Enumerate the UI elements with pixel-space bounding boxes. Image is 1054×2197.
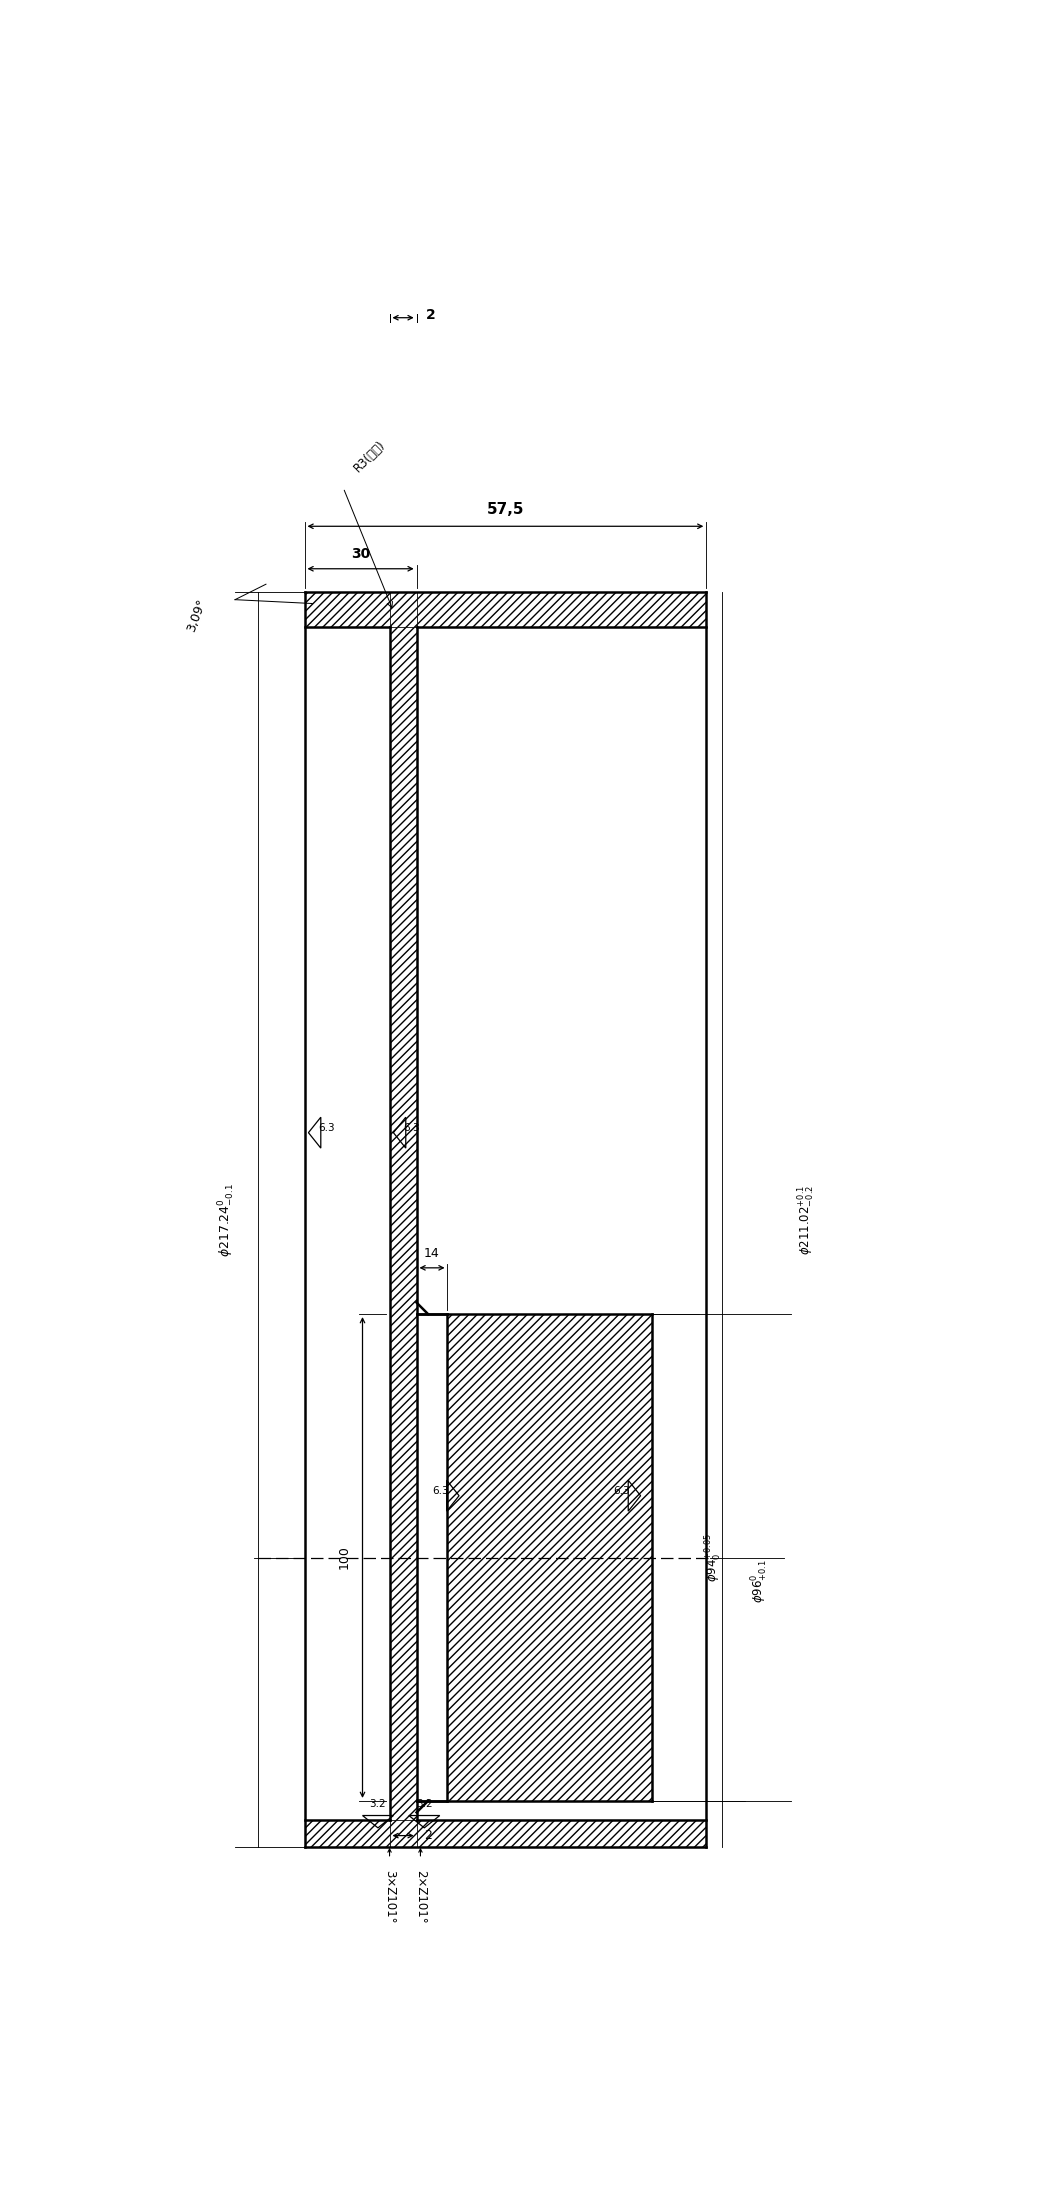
Bar — [448, 1314, 652, 1802]
Text: R3(典型): R3(典型) — [351, 439, 388, 475]
Text: 6.3: 6.3 — [318, 1123, 335, 1134]
Text: 14: 14 — [424, 1248, 440, 1261]
Text: 57,5: 57,5 — [487, 501, 524, 516]
Text: 2×Z101°: 2×Z101° — [414, 1870, 427, 1925]
Text: 3×Z101°: 3×Z101° — [383, 1870, 396, 1925]
Bar — [305, 1819, 390, 1848]
Text: $\phi$217.24$^{0}_{-0.1}$: $\phi$217.24$^{0}_{-0.1}$ — [217, 1182, 237, 1257]
Text: 2: 2 — [425, 1830, 432, 1841]
Bar — [390, 1819, 416, 1848]
Text: 3,09°: 3,09° — [184, 598, 209, 633]
Bar — [416, 1819, 706, 1848]
Bar — [390, 626, 416, 1819]
Text: $\phi$94$^{+0.05}_{0}$: $\phi$94$^{+0.05}_{0}$ — [704, 1534, 724, 1582]
Bar — [305, 591, 390, 626]
Text: 6.3: 6.3 — [432, 1485, 449, 1496]
Text: 100: 100 — [338, 1544, 351, 1569]
Text: 3.2: 3.2 — [416, 1799, 432, 1810]
Text: 6.3: 6.3 — [404, 1123, 421, 1134]
Text: 3.2: 3.2 — [370, 1799, 386, 1810]
Bar — [390, 591, 416, 626]
Text: 6.3: 6.3 — [613, 1485, 630, 1496]
Bar — [416, 591, 706, 626]
Text: 2: 2 — [426, 308, 435, 323]
Text: 30: 30 — [351, 547, 370, 560]
Text: $\phi$211.02$^{+0.1}_{-0.2}$: $\phi$211.02$^{+0.1}_{-0.2}$ — [797, 1184, 817, 1254]
Text: $\phi$96$^{0}_{+0.1}$: $\phi$96$^{0}_{+0.1}$ — [750, 1558, 770, 1602]
